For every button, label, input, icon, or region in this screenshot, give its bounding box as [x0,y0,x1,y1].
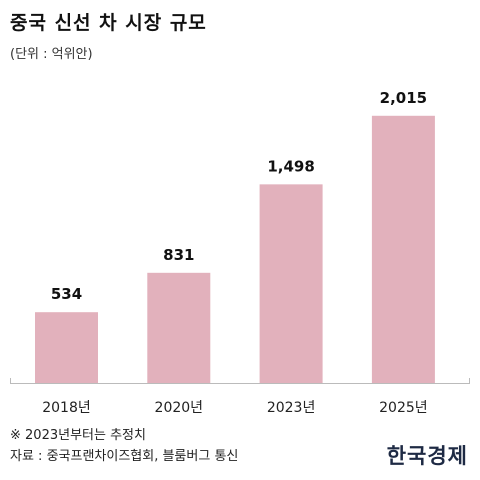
publisher-logo: 한국경제 [386,443,468,468]
x-tick-label-2: 2023년 [267,400,316,416]
bar-chart: 534 2018년 831 2020년 1,498 2023년 2,015 2025년 [10,89,470,416]
x-tick-label-1: 2020년 [155,400,204,416]
bar-3 [371,115,435,383]
x-tick-label-3: 2025년 [379,400,428,416]
data-label-0: 534 [51,285,82,303]
data-label-3: 2,015 [380,89,427,107]
chart-title: 중국 신선 차 시장 규모 [10,12,207,34]
bar-1 [147,272,211,383]
data-label-1: 831 [163,246,194,264]
bar-0 [35,312,98,383]
bar-2 [259,184,323,383]
estimate-note: ※ 2023년부터는 추정치 [10,428,146,443]
source-note: 자료 : 중국프랜차이즈협회, 블룸버그 통신 [10,449,239,464]
unit-label: (단위 : 억위안) [10,47,93,62]
data-label-2: 1,498 [267,157,314,175]
x-tick-label-0: 2018년 [42,400,91,416]
